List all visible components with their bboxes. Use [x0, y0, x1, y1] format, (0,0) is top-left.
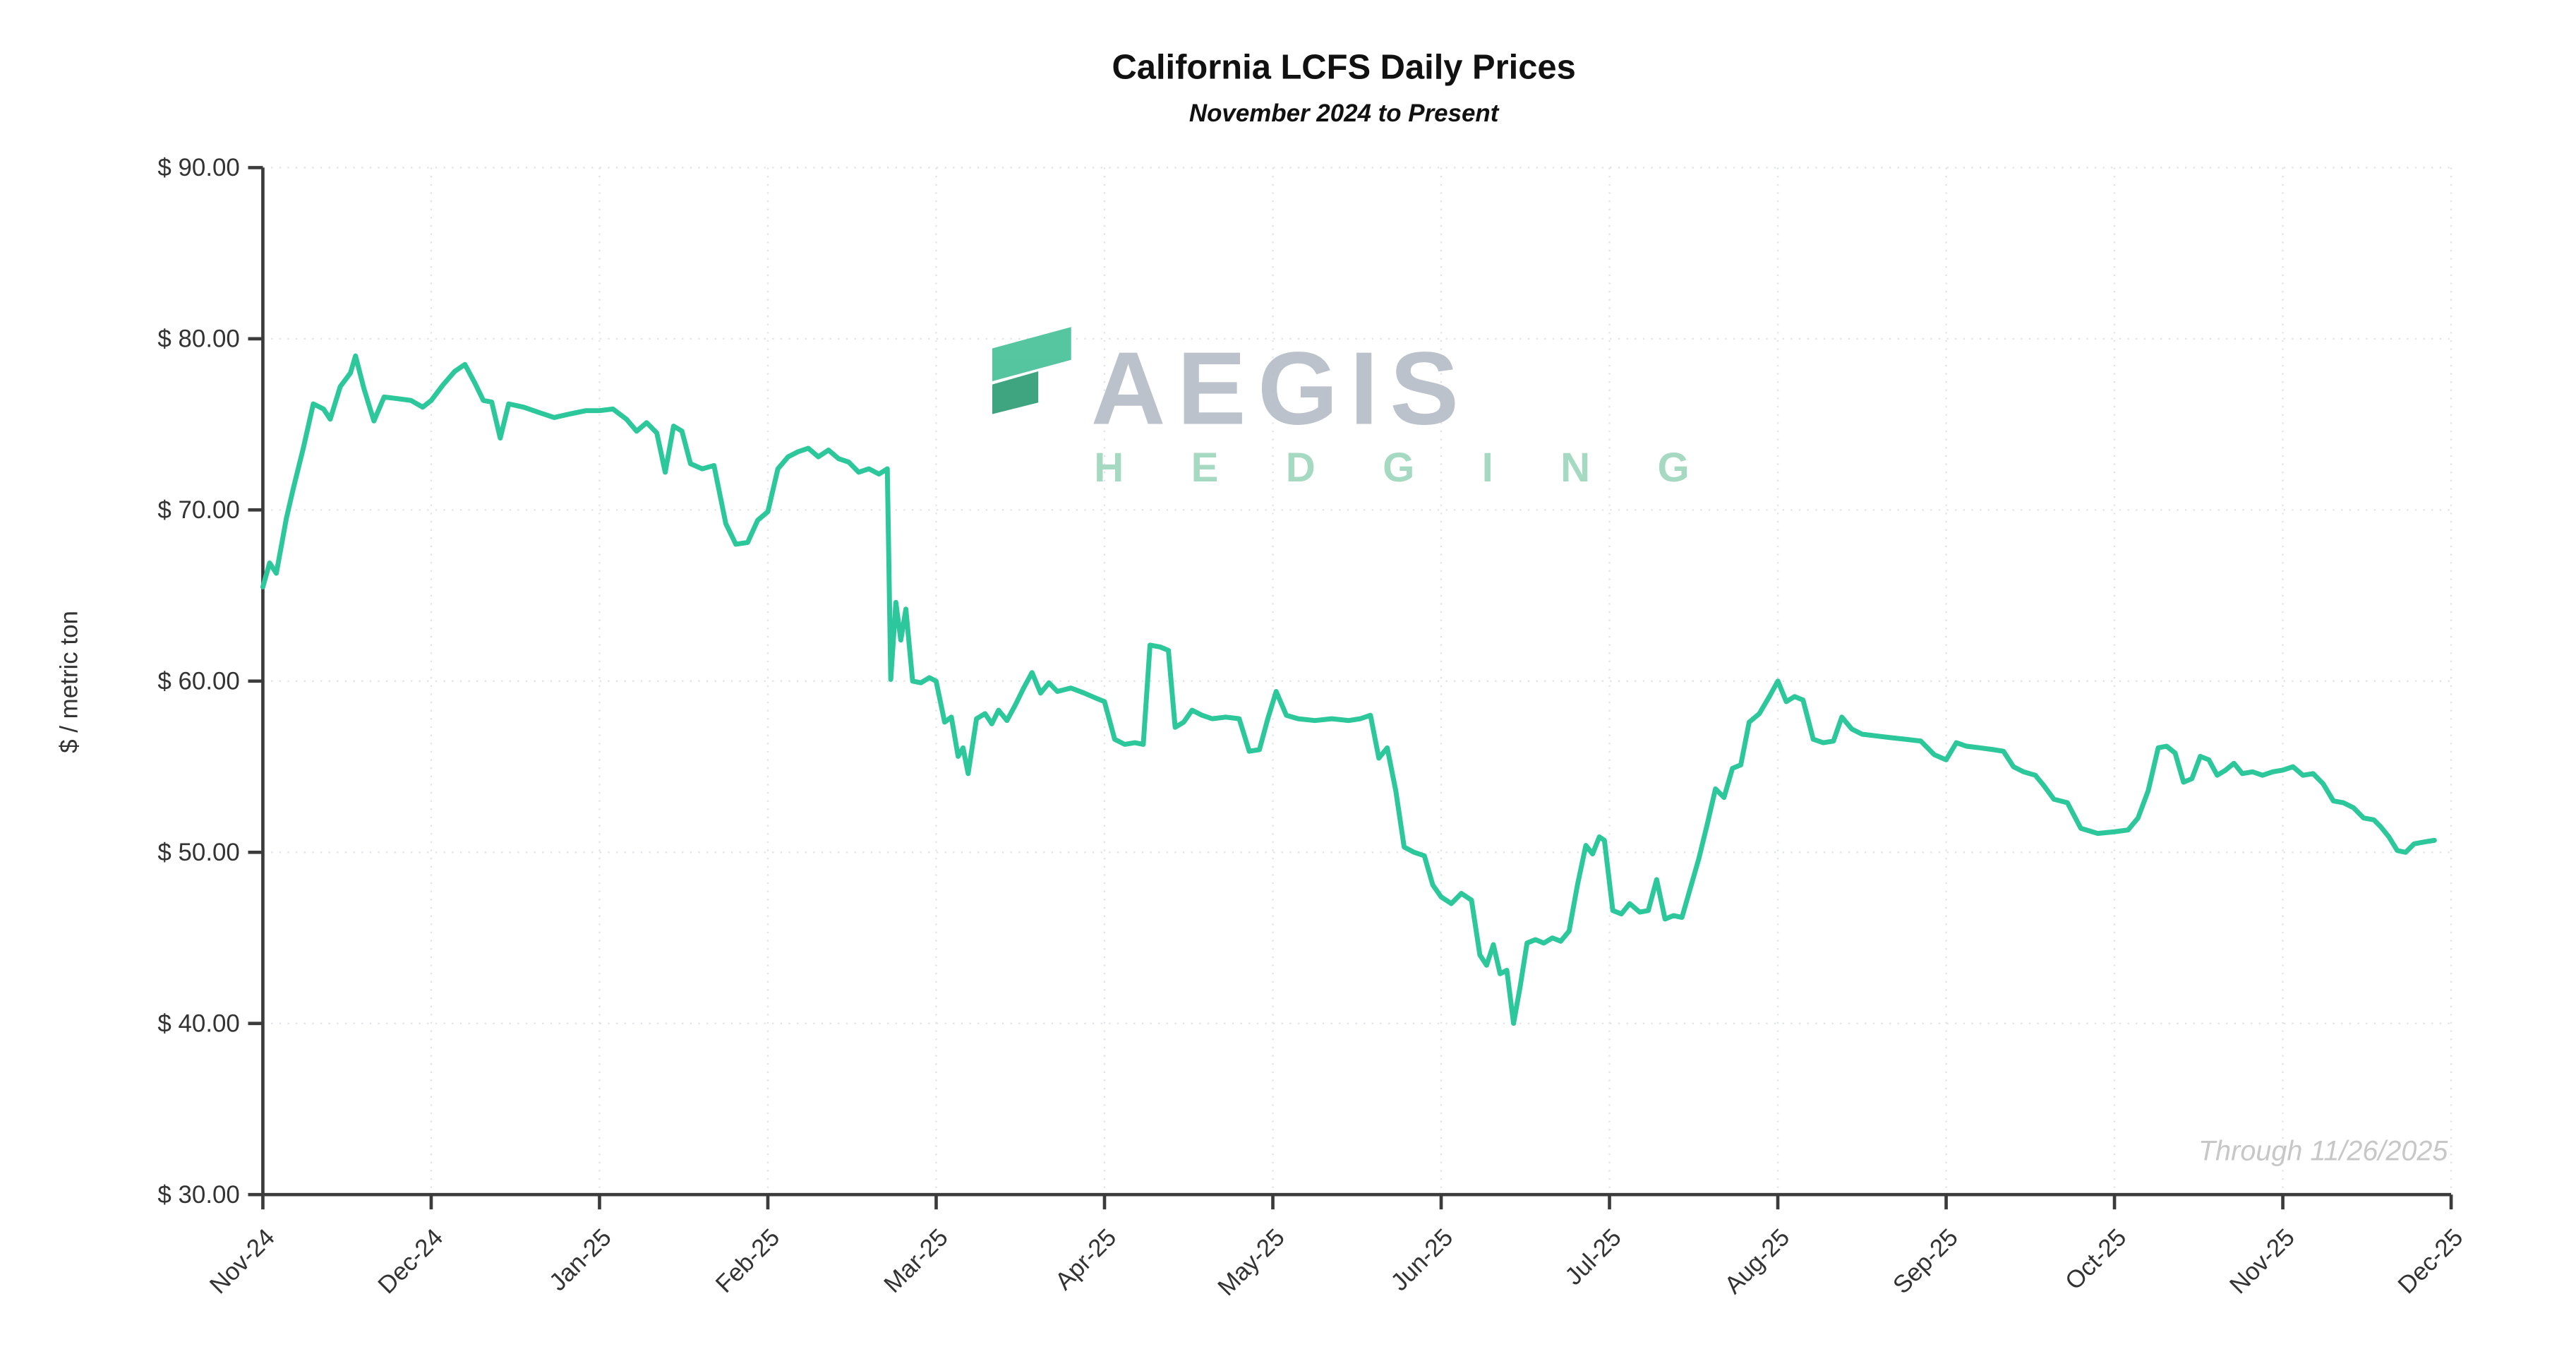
- x-tick-label: Apr-25: [1050, 1223, 1122, 1295]
- x-tick-label: Jan-25: [544, 1223, 617, 1296]
- aegis-logo-lower-shape: [992, 371, 1039, 414]
- y-tick-label: $ 70.00: [157, 496, 239, 524]
- x-tick-label: Nov-25: [2225, 1223, 2300, 1299]
- y-tick-label: $ 50.00: [157, 839, 239, 866]
- axes: [248, 166, 2453, 1210]
- x-tick-label: Nov-24: [205, 1223, 280, 1299]
- y-tick-label: $ 80.00: [157, 325, 239, 353]
- gridlines: [263, 167, 2452, 1195]
- y-tick-label: $ 60.00: [157, 667, 239, 695]
- x-tick-label: Jun-25: [1385, 1223, 1458, 1296]
- watermark-hedging-text: H E D G I N G: [1094, 445, 1717, 491]
- aegis-logo-upper-shape: [992, 327, 1071, 382]
- x-tick-label: May-25: [1212, 1223, 1290, 1301]
- y-tick-label: $ 40.00: [157, 1009, 239, 1037]
- x-tick-label: Dec-24: [373, 1223, 448, 1299]
- series-layer: [260, 353, 2437, 1026]
- through-date-note: Through 11/26/2025: [2198, 1135, 2448, 1166]
- x-tick-label: Aug-25: [1719, 1223, 1795, 1299]
- x-tick-label: Jul-25: [1560, 1223, 1627, 1290]
- watermark-aegis-text: AEGIS: [1091, 331, 1471, 447]
- axis-labels: $ 30.00 $ 40.00 $ 50.00 $ 60.00 $ 70.00 $ 80.…: [157, 154, 2468, 1301]
- y-tick-label: $ 90.00: [157, 154, 239, 181]
- x-tick-label: Oct-25: [2060, 1223, 2132, 1295]
- x-tick-label: Feb-25: [710, 1223, 785, 1298]
- chart-subtitle: November 2024 to Present: [1189, 100, 1500, 127]
- y-tick-label: $ 30.00: [157, 1181, 239, 1209]
- x-tick-label: Sep-25: [1888, 1223, 1963, 1299]
- price-line: [260, 353, 2437, 1026]
- aegis-logo-icon: [992, 327, 1071, 414]
- aegis-watermark: AEGIS H E D G I N G: [992, 327, 1717, 491]
- x-tick-label: Dec-25: [2393, 1223, 2468, 1299]
- chart-title: California LCFS Daily Prices: [1112, 49, 1575, 87]
- y-axis-title: $ / metric ton: [55, 611, 83, 753]
- x-tick-label: Mar-25: [879, 1223, 953, 1298]
